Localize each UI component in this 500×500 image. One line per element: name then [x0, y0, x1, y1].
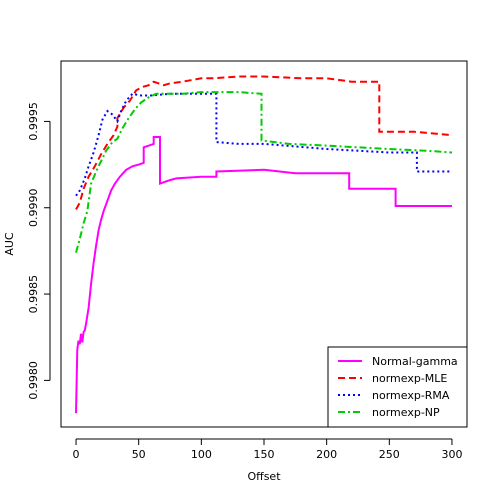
y-axis-label: AUC	[3, 232, 16, 256]
legend-label-1: normexp-MLE	[372, 372, 447, 385]
x-tick-label: 150	[254, 448, 275, 461]
x-tick-label: 200	[316, 448, 337, 461]
y-tick-label: 0.9995	[27, 102, 40, 140]
x-tick-label: 300	[441, 448, 462, 461]
series-line-0	[75, 136, 452, 414]
y-tick-label: 0.9980	[27, 361, 40, 400]
legend-label-0: Normal-gamma	[372, 355, 458, 368]
x-tick-label: 50	[132, 448, 146, 461]
y-tick-label: 0.9990	[27, 188, 40, 227]
x-tick-label: 250	[379, 448, 400, 461]
y-axis: 0.9980 0.9985 0.9990 0.9995	[27, 102, 51, 400]
y-tick-label: 0.9985	[27, 275, 40, 314]
x-axis: 0 50 100 150 200 250 300	[73, 438, 462, 461]
series-layer	[75, 75, 453, 414]
legend-label-3: normexp-NP	[372, 406, 440, 419]
plot-frame	[60, 60, 468, 428]
x-tick-label: 0	[73, 448, 80, 461]
legend: Normal-gamma normexp-MLE normexp-RMA normex…	[327, 346, 468, 428]
legend-label-2: normexp-RMA	[372, 389, 450, 402]
x-tick-label: 100	[191, 448, 212, 461]
series-line-1	[75, 75, 453, 210]
series-line-2	[75, 92, 452, 197]
series-line-3	[75, 91, 453, 253]
x-axis-label: Offset	[247, 470, 281, 483]
